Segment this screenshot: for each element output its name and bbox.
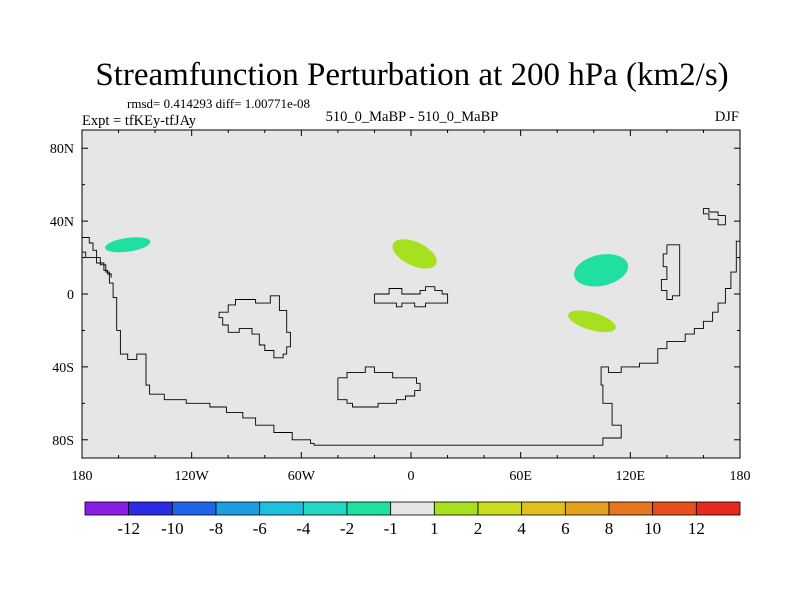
colorbar-label-10: 6 [561,519,570,538]
colorbar-label-0: -12 [117,519,140,538]
colorbar-label-2: -8 [209,519,223,538]
coastline-7 [702,207,726,226]
colorbar-swatch-0 [84,501,130,516]
colorbar-swatch-1 [128,501,173,516]
x-tick-label-5: 120E [616,469,646,484]
colorbar-label-4: -4 [296,519,311,538]
colorbar-swatch-9 [477,501,523,516]
colorbar-swatch-5 [302,501,348,516]
colorbar-label-7: 1 [430,519,439,538]
case-label: 510_0_MaBP - 510_0_MaBP [326,109,499,125]
colorbar-swatch-7 [390,501,435,516]
x-tick-label-4: 60E [509,469,532,484]
colorbar-label-8: 2 [474,519,483,538]
coastline-5 [373,286,449,308]
x-tick-label-2: 60W [288,469,316,484]
y-tick-label-2: 0 [67,288,74,303]
x-tick-label-3: 0 [408,469,415,484]
anomaly-region-4 [568,310,616,333]
coastline-1 [82,237,740,446]
season-label: DJF [715,109,739,125]
colorbar-label-12: 10 [644,519,661,538]
colorbar-swatch-10 [521,501,566,516]
colorbar-label-6: -1 [384,519,398,538]
colorbar-swatch-14 [695,501,741,516]
colorbar-swatch-4 [259,501,304,516]
colorbar-swatch-8 [433,501,479,516]
x-tick-label-0: 180 [72,469,93,484]
stats-label: rmsd= 0.414293 diff= 1.00771e-08 [127,96,310,111]
x-tick-label-6: 180 [730,469,751,484]
coastline-6 [660,244,681,300]
colorbar-swatch-11 [564,501,610,516]
colorbar-label-3: -6 [253,519,267,538]
colorbar-swatch-3 [215,501,261,516]
coastline-layer [82,207,740,446]
experiment-label: Expt = tfKEy-tfJAy [82,113,197,129]
y-tick-label-3: 40S [52,361,74,376]
colorbar: -12 -10 -8 -6 -4 -2 -1 1 2 4 6 8 10 12 [84,501,741,538]
axis-layer: 180 120W 60W 0 60E 120E 180 80N 40N 0 40S 80S [50,130,751,484]
colorbar-label-13: 12 [688,519,705,538]
colorbar-swatch-13 [652,501,697,516]
colorbar-label-11: 8 [605,519,614,538]
coastline-3 [218,295,291,359]
y-tick-label-1: 40N [50,215,74,230]
colorbar-swatch-12 [608,501,654,516]
anomaly-region-1 [105,237,151,253]
y-tick-label-0: 80N [50,142,74,157]
chart-title: Streamfunction Perturbation at 200 hPa (… [95,57,728,93]
coastline-2 [82,251,112,278]
coastline-4 [337,366,421,408]
x-tick-label-1: 120W [175,469,210,484]
colorbar-label-1: -10 [161,519,184,538]
y-tick-label-4: 80S [52,434,74,449]
anomaly-region-3 [574,254,629,287]
colorbar-label-9: 4 [517,519,526,538]
colorbar-label-5: -2 [340,519,354,538]
colorbar-swatch-2 [171,501,217,516]
anomaly-region-2 [392,239,437,269]
anomaly-layer [105,237,629,333]
colorbar-swatch-6 [346,501,392,516]
